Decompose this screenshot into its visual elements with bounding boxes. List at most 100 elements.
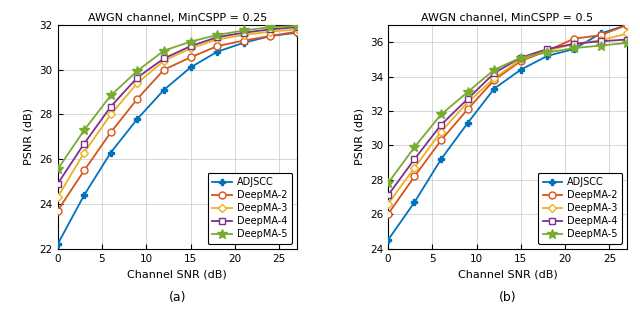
DeepMA-5 bbox=[490, 68, 498, 72]
DeepMA-5 bbox=[517, 56, 525, 59]
DeepMA-3 bbox=[411, 166, 419, 170]
Line: DeepMA-3: DeepMA-3 bbox=[55, 26, 300, 200]
DeepMA-2 bbox=[54, 209, 61, 213]
DeepMA-5 bbox=[384, 182, 392, 185]
DeepMA-4 bbox=[384, 193, 392, 197]
DeepMA-2 bbox=[384, 212, 392, 216]
DeepMA-4 bbox=[623, 38, 631, 41]
DeepMA-3 bbox=[240, 33, 248, 37]
DeepMA-3 bbox=[160, 59, 168, 63]
ADJSCC bbox=[437, 157, 445, 161]
Line: DeepMA-4: DeepMA-4 bbox=[385, 36, 630, 199]
Y-axis label: PSNR (dB): PSNR (dB) bbox=[24, 108, 34, 165]
DeepMA-3 bbox=[134, 81, 141, 85]
DeepMA-2 bbox=[517, 59, 525, 63]
DeepMA-4 bbox=[464, 97, 472, 101]
ADJSCC bbox=[293, 31, 301, 35]
X-axis label: Channel SNR (dB): Channel SNR (dB) bbox=[127, 269, 227, 279]
DeepMA-4 bbox=[293, 25, 301, 29]
ADJSCC bbox=[54, 243, 61, 246]
Legend: ADJSCC, DeepMA-2, DeepMA-3, DeepMA-4, DeepMA-5: ADJSCC, DeepMA-2, DeepMA-3, DeepMA-4, De… bbox=[207, 173, 292, 244]
DeepMA-3 bbox=[107, 113, 115, 116]
DeepMA-3 bbox=[623, 32, 631, 35]
DeepMA-3 bbox=[213, 38, 221, 41]
ADJSCC bbox=[464, 121, 472, 125]
DeepMA-5 bbox=[54, 167, 61, 171]
ADJSCC bbox=[543, 54, 551, 58]
DeepMA-4 bbox=[160, 57, 168, 60]
Text: (a): (a) bbox=[168, 291, 186, 304]
DeepMA-5 bbox=[437, 113, 445, 116]
DeepMA-2 bbox=[623, 23, 631, 27]
DeepMA-5 bbox=[623, 41, 631, 45]
DeepMA-4 bbox=[543, 47, 551, 51]
ADJSCC bbox=[570, 47, 578, 51]
DeepMA-4 bbox=[570, 42, 578, 46]
DeepMA-2 bbox=[411, 174, 419, 178]
DeepMA-5 bbox=[240, 29, 248, 32]
DeepMA-2 bbox=[160, 68, 168, 72]
DeepMA-4 bbox=[81, 142, 88, 146]
ADJSCC bbox=[160, 88, 168, 92]
ADJSCC bbox=[596, 32, 604, 35]
ADJSCC bbox=[384, 238, 392, 242]
Line: DeepMA-2: DeepMA-2 bbox=[385, 21, 630, 218]
DeepMA-5 bbox=[107, 94, 115, 97]
DeepMA-4 bbox=[266, 27, 274, 31]
DeepMA-5 bbox=[81, 128, 88, 132]
DeepMA-4 bbox=[411, 157, 419, 161]
DeepMA-3 bbox=[464, 100, 472, 104]
DeepMA-4 bbox=[213, 35, 221, 39]
DeepMA-2 bbox=[437, 138, 445, 142]
DeepMA-2 bbox=[81, 169, 88, 172]
ADJSCC bbox=[81, 193, 88, 197]
DeepMA-5 bbox=[411, 145, 419, 149]
DeepMA-4 bbox=[437, 123, 445, 127]
ADJSCC bbox=[107, 151, 115, 154]
DeepMA-3 bbox=[437, 130, 445, 133]
DeepMA-4 bbox=[134, 76, 141, 79]
DeepMA-2 bbox=[596, 33, 604, 37]
Line: ADJSCC: ADJSCC bbox=[54, 29, 300, 248]
DeepMA-5 bbox=[134, 69, 141, 73]
DeepMA-2 bbox=[107, 131, 115, 134]
Y-axis label: PSNR (dB): PSNR (dB) bbox=[354, 108, 364, 165]
DeepMA-3 bbox=[570, 42, 578, 46]
ADJSCC bbox=[411, 200, 419, 204]
ADJSCC bbox=[490, 87, 498, 91]
DeepMA-4 bbox=[187, 44, 195, 48]
Line: DeepMA-3: DeepMA-3 bbox=[385, 31, 630, 207]
DeepMA-5 bbox=[187, 40, 195, 44]
ADJSCC bbox=[240, 41, 248, 45]
ADJSCC bbox=[213, 50, 221, 53]
DeepMA-3 bbox=[293, 27, 301, 31]
X-axis label: Channel SNR (dB): Channel SNR (dB) bbox=[458, 269, 557, 279]
Line: DeepMA-4: DeepMA-4 bbox=[54, 24, 300, 187]
DeepMA-3 bbox=[187, 47, 195, 50]
DeepMA-4 bbox=[517, 56, 525, 59]
ADJSCC bbox=[623, 23, 631, 27]
DeepMA-4 bbox=[596, 39, 604, 43]
DeepMA-2 bbox=[490, 78, 498, 82]
ADJSCC bbox=[266, 34, 274, 38]
ADJSCC bbox=[517, 68, 525, 72]
Line: ADJSCC: ADJSCC bbox=[385, 21, 630, 244]
DeepMA-2 bbox=[134, 97, 141, 101]
DeepMA-3 bbox=[384, 202, 392, 206]
DeepMA-5 bbox=[596, 44, 604, 47]
DeepMA-4 bbox=[240, 31, 248, 35]
DeepMA-3 bbox=[596, 39, 604, 42]
DeepMA-3 bbox=[266, 30, 274, 34]
Line: DeepMA-2: DeepMA-2 bbox=[54, 28, 300, 214]
DeepMA-2 bbox=[187, 55, 195, 59]
DeepMA-3 bbox=[81, 151, 88, 154]
Text: (b): (b) bbox=[499, 291, 516, 304]
DeepMA-2 bbox=[543, 49, 551, 53]
DeepMA-2 bbox=[293, 30, 301, 34]
DeepMA-4 bbox=[54, 182, 61, 186]
DeepMA-2 bbox=[464, 107, 472, 111]
DeepMA-5 bbox=[213, 33, 221, 37]
DeepMA-2 bbox=[240, 39, 248, 42]
DeepMA-5 bbox=[543, 51, 551, 54]
DeepMA-5 bbox=[570, 46, 578, 50]
